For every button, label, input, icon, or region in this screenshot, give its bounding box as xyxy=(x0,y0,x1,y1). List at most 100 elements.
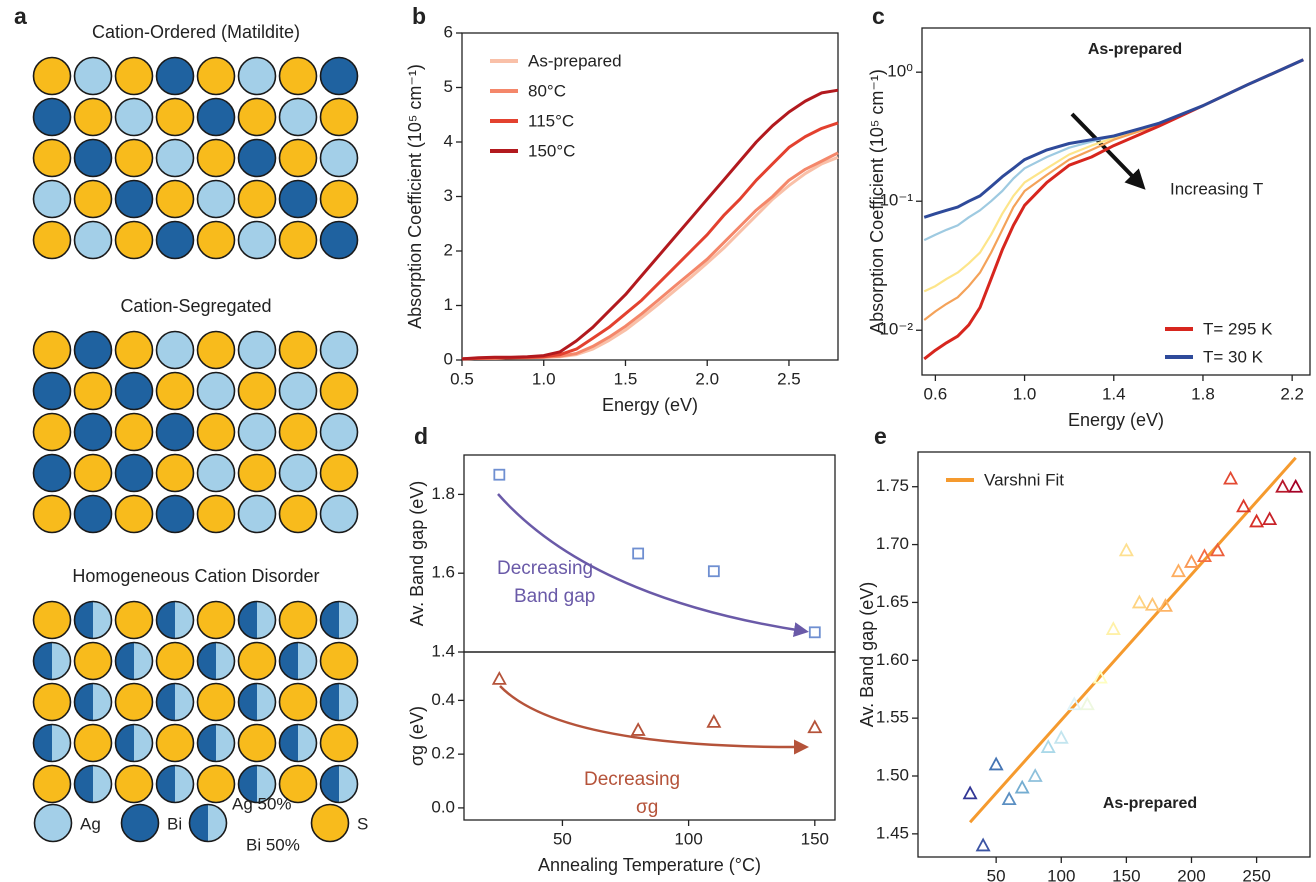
x-tick-label: 1.4 xyxy=(1102,384,1126,403)
atom-site xyxy=(319,412,359,452)
atom-outline xyxy=(196,641,236,681)
atom-site-half xyxy=(33,642,52,680)
x-tick-label: 0.5 xyxy=(450,369,474,388)
y-tick-label: 2 xyxy=(444,240,453,259)
x-tick-label: 200 xyxy=(1177,866,1205,882)
atom-site xyxy=(155,494,195,534)
atom-site-half xyxy=(320,683,339,721)
data-line xyxy=(923,58,1304,219)
data-point xyxy=(632,547,645,560)
data-point xyxy=(1249,513,1265,528)
atom-site xyxy=(278,412,318,452)
atom-site xyxy=(278,371,318,411)
atom-site-half xyxy=(156,765,175,803)
atom-outline xyxy=(114,641,154,681)
legend-label: As-prepared xyxy=(528,51,622,70)
data-point xyxy=(1196,548,1213,563)
atom-site xyxy=(278,682,318,722)
legend-label: Bi xyxy=(167,814,182,833)
atom-site xyxy=(278,220,318,260)
x-tick-label: 2.5 xyxy=(777,369,801,388)
data-point xyxy=(1092,669,1108,684)
data-point xyxy=(1001,791,1017,806)
data-point xyxy=(807,719,823,734)
atom-site xyxy=(32,371,72,411)
y-tick-label: 10⁰ xyxy=(887,62,913,81)
data-point xyxy=(1027,768,1043,782)
x-tick-label: 1.0 xyxy=(532,369,556,388)
atom-site xyxy=(114,764,154,804)
atom-site xyxy=(196,764,236,804)
atom-site-half xyxy=(279,642,298,680)
atom-outline xyxy=(32,641,72,681)
y-tick-label: 1.6 xyxy=(431,563,455,582)
atom-site xyxy=(196,412,236,452)
data-point xyxy=(975,837,991,852)
x-tick-label: 150 xyxy=(1112,866,1140,882)
atom-site xyxy=(319,453,359,493)
atom-site xyxy=(237,179,277,219)
atom-site-half xyxy=(320,601,339,639)
x-tick-label: 100 xyxy=(1047,866,1075,882)
atom-site xyxy=(73,641,113,681)
trend-arrow xyxy=(499,685,809,755)
legend-label: T= 295 K xyxy=(1203,319,1273,338)
data-point xyxy=(1131,594,1147,609)
atom-site-half xyxy=(74,683,93,721)
y-tick-label: 1.8 xyxy=(431,484,455,503)
y-axis-label: σg (eV) xyxy=(407,706,427,766)
atom-site xyxy=(278,453,318,493)
atom-outline xyxy=(155,682,195,722)
atom-site xyxy=(114,138,154,178)
atom-site xyxy=(237,371,277,411)
x-tick-label: 100 xyxy=(674,829,702,848)
y-tick-label: 1.75 xyxy=(876,476,909,495)
y-tick-label: 0 xyxy=(444,349,453,368)
atom-outline xyxy=(278,641,318,681)
atom-site xyxy=(32,494,72,534)
atom-site xyxy=(196,330,236,370)
atom-site xyxy=(237,412,277,452)
atom-outline xyxy=(73,764,113,804)
data-point xyxy=(630,722,646,736)
atom-site xyxy=(196,56,236,96)
atom-outline xyxy=(32,723,72,763)
atom-site xyxy=(237,330,277,370)
atom-site xyxy=(32,97,72,137)
legend-label: Ag xyxy=(80,814,101,833)
x-axis-label: Annealing Temperature (°C) xyxy=(538,855,761,875)
atom-site xyxy=(155,97,195,137)
atom-outline xyxy=(73,682,113,722)
atom-site xyxy=(155,412,195,452)
atom-site xyxy=(319,330,359,370)
atom-site xyxy=(196,371,236,411)
atom-site xyxy=(73,453,113,493)
data-point xyxy=(491,671,507,685)
x-tick-label: 1.8 xyxy=(1191,384,1215,403)
data-point xyxy=(1014,779,1030,794)
y-tick-label: 10⁻¹ xyxy=(879,191,913,210)
grid-title: Homogeneous Cation Disorder xyxy=(72,566,319,586)
atom-site xyxy=(73,138,113,178)
atom-site xyxy=(155,641,195,681)
legend-label: 80°C xyxy=(528,81,566,100)
x-axis-label: Energy (eV) xyxy=(602,395,698,415)
atom-site xyxy=(278,56,318,96)
legend-label: Bi 50% xyxy=(246,835,300,854)
atom-site xyxy=(114,56,154,96)
atom-site xyxy=(73,179,113,219)
atom-site xyxy=(237,97,277,137)
atom-site xyxy=(278,179,318,219)
atom-outline xyxy=(319,764,359,804)
atom-outline xyxy=(237,600,277,640)
atom-outline xyxy=(188,803,228,843)
data-point xyxy=(1144,596,1160,611)
atom-site xyxy=(155,371,195,411)
atom-site xyxy=(114,220,154,260)
atom-site xyxy=(196,494,236,534)
atom-site xyxy=(33,803,73,843)
annotation: Band gap xyxy=(514,586,595,607)
atom-site xyxy=(114,97,154,137)
